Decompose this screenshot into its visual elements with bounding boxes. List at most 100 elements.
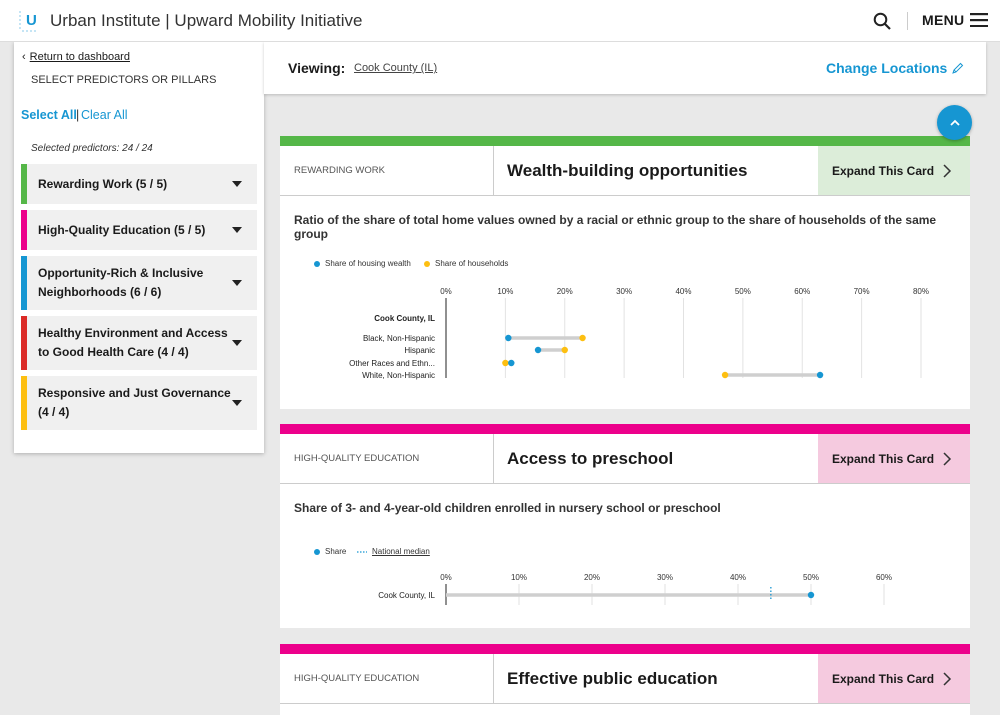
card-effective-public-education: HIGH-QUALITY EDUCATION Effective public … bbox=[280, 644, 970, 715]
site-title[interactable]: Urban Institute | Upward Mobility Initia… bbox=[50, 11, 363, 30]
housing-wealth-point bbox=[508, 359, 515, 367]
households-point bbox=[579, 334, 586, 342]
viewing-bar: Viewing: Cook County (IL) Change Locatio… bbox=[264, 42, 986, 94]
viewing-location-link[interactable]: Cook County (IL) bbox=[354, 62, 438, 74]
caret-down-icon[interactable] bbox=[232, 400, 242, 406]
x-tick-label: 80% bbox=[913, 287, 929, 296]
urban-logo-icon[interactable]: U bbox=[18, 9, 40, 33]
legend-label: Share of households bbox=[435, 259, 509, 268]
viewing-label: Viewing: bbox=[288, 60, 346, 76]
x-tick-label: 0% bbox=[440, 287, 452, 296]
expand-card-button[interactable]: Expand This Card bbox=[818, 146, 970, 195]
pillar-rewarding-work[interactable]: Rewarding Work (5 / 5) bbox=[21, 164, 257, 204]
legend-item-share: Share bbox=[314, 547, 346, 556]
expand-card-label: Expand This Card bbox=[832, 671, 935, 686]
legend-label: National median bbox=[372, 547, 430, 556]
x-tick-label: 40% bbox=[730, 573, 746, 582]
housing-wealth-point bbox=[505, 334, 512, 342]
share-point bbox=[807, 591, 815, 599]
card-header: HIGH-QUALITY EDUCATION Access to prescho… bbox=[280, 434, 970, 484]
x-tick-label: 60% bbox=[876, 573, 892, 582]
card-title: Access to preschool bbox=[507, 448, 674, 468]
caret-down-icon[interactable] bbox=[232, 227, 242, 233]
pillar-healthy-environment[interactable]: Healthy Environment and Access to Good He… bbox=[21, 316, 257, 370]
menu-divider bbox=[907, 12, 908, 30]
pillar-high-quality-education[interactable]: High-Quality Education (5 / 5) bbox=[21, 210, 257, 250]
card-description: Ratio of the share of total home values … bbox=[294, 213, 937, 241]
x-tick-label: 10% bbox=[511, 573, 527, 582]
row-label: Cook County, IL bbox=[378, 591, 435, 600]
pillar-color-bar bbox=[21, 316, 27, 370]
x-tick-label: 70% bbox=[854, 287, 870, 296]
households-point bbox=[721, 371, 729, 379]
scroll-to-top-button[interactable] bbox=[937, 105, 972, 140]
row-label: Hispanic bbox=[404, 346, 435, 355]
select-all-button[interactable]: Select All bbox=[21, 108, 77, 122]
clear-all-button[interactable]: Clear All bbox=[81, 108, 128, 122]
pencil-icon bbox=[952, 62, 964, 74]
select-clear-separator: | bbox=[76, 108, 80, 122]
card-pillar-tag: HIGH-QUALITY EDUCATION bbox=[280, 434, 494, 483]
group-label: Cook County, IL bbox=[374, 314, 435, 323]
preschool-dot-chart: 0% 10% 20% 30% 40% 50% 60% Cook County, IL bbox=[378, 573, 892, 605]
caret-down-icon[interactable] bbox=[232, 280, 242, 286]
households-point bbox=[561, 346, 568, 354]
menu-button[interactable]: MENU bbox=[922, 12, 989, 28]
expand-card-button[interactable]: Expand This Card bbox=[818, 654, 970, 703]
search-icon[interactable] bbox=[873, 12, 891, 30]
card-pillar-stripe bbox=[280, 136, 970, 146]
legend-label: Share of housing wealth bbox=[325, 259, 411, 268]
caret-down-icon[interactable] bbox=[232, 340, 242, 346]
pillar-color-bar bbox=[21, 164, 27, 204]
chevron-right-icon bbox=[943, 672, 952, 686]
pillar-color-bar bbox=[21, 256, 27, 310]
dotted-line-icon bbox=[357, 550, 367, 553]
return-link-label: Return to dashboard bbox=[29, 51, 130, 63]
sidebar: ‹ Return to dashboard SELECT PREDICTORS O… bbox=[14, 42, 264, 453]
pillar-label: High-Quality Education (5 / 5) bbox=[38, 222, 206, 237]
x-tick-label: 50% bbox=[803, 573, 819, 582]
x-tick-label: 50% bbox=[735, 287, 751, 296]
pillar-label: Healthy Environment and Access to Good He… bbox=[38, 326, 228, 359]
expand-card-button[interactable]: Expand This Card bbox=[818, 434, 970, 483]
card-pillar-tag: HIGH-QUALITY EDUCATION bbox=[280, 654, 494, 703]
row-label: Other Races and Ethn... bbox=[349, 359, 435, 368]
housing-wealth-point bbox=[534, 346, 542, 354]
x-tick-label: 10% bbox=[497, 287, 513, 296]
households-point bbox=[502, 359, 509, 367]
x-tick-label: 30% bbox=[657, 573, 673, 582]
x-tick-label: 40% bbox=[675, 287, 691, 296]
legend-dot-blue bbox=[314, 548, 320, 555]
card-title: Effective public education bbox=[507, 668, 718, 688]
card-pillar-tag: REWARDING WORK bbox=[280, 146, 494, 195]
pillar-responsive-governance[interactable]: Responsive and Just Governance (4 / 4) bbox=[21, 376, 257, 430]
x-tick-label: 20% bbox=[584, 573, 600, 582]
expand-card-label: Expand This Card bbox=[832, 451, 935, 466]
x-tick-label: 20% bbox=[557, 287, 573, 296]
caret-down-icon[interactable] bbox=[232, 181, 242, 187]
change-locations-label: Change Locations bbox=[826, 60, 948, 76]
pillar-opportunity-rich-neighborhoods[interactable]: Opportunity-Rich & Inclusive Neighborhood… bbox=[21, 256, 257, 310]
chevron-up-icon bbox=[949, 119, 960, 126]
x-tick-label: 0% bbox=[440, 573, 452, 582]
pillar-label: Opportunity-Rich & Inclusive Neighborhood… bbox=[38, 266, 204, 299]
pillar-label: Rewarding Work (5 / 5) bbox=[38, 176, 168, 191]
card-description: Share of 3- and 4-year-old children enro… bbox=[294, 501, 721, 515]
hamburger-icon bbox=[970, 13, 989, 27]
change-locations-button[interactable]: Change Locations bbox=[826, 60, 964, 76]
x-tick-label: 30% bbox=[616, 287, 632, 296]
legend-label: Share bbox=[325, 547, 347, 556]
pillar-color-bar bbox=[21, 210, 27, 250]
top-navigation-bar: U Urban Institute | Upward Mobility Init… bbox=[0, 0, 1000, 42]
legend-dot-yellow bbox=[424, 260, 430, 267]
legend-item-national-median[interactable]: National median bbox=[357, 547, 430, 556]
select-predictors-heading: SELECT PREDICTORS OR PILLARS bbox=[31, 74, 217, 86]
card-header: REWARDING WORK Wealth-building opportuni… bbox=[280, 146, 970, 196]
row-label: White, Non-Hispanic bbox=[362, 371, 435, 380]
row-label: Black, Non-Hispanic bbox=[363, 334, 435, 343]
pillar-color-bar bbox=[21, 376, 27, 430]
return-to-dashboard-link[interactable]: ‹ Return to dashboard bbox=[22, 51, 130, 63]
selected-predictors-count: Selected predictors: 24 / 24 bbox=[31, 143, 153, 154]
wealth-dumbbell-chart: 0% 10% 20% 30% 40% 50% 60% 70% 80% Cook County, I… bbox=[349, 287, 929, 380]
legend-item-households: Share of households bbox=[424, 259, 508, 268]
